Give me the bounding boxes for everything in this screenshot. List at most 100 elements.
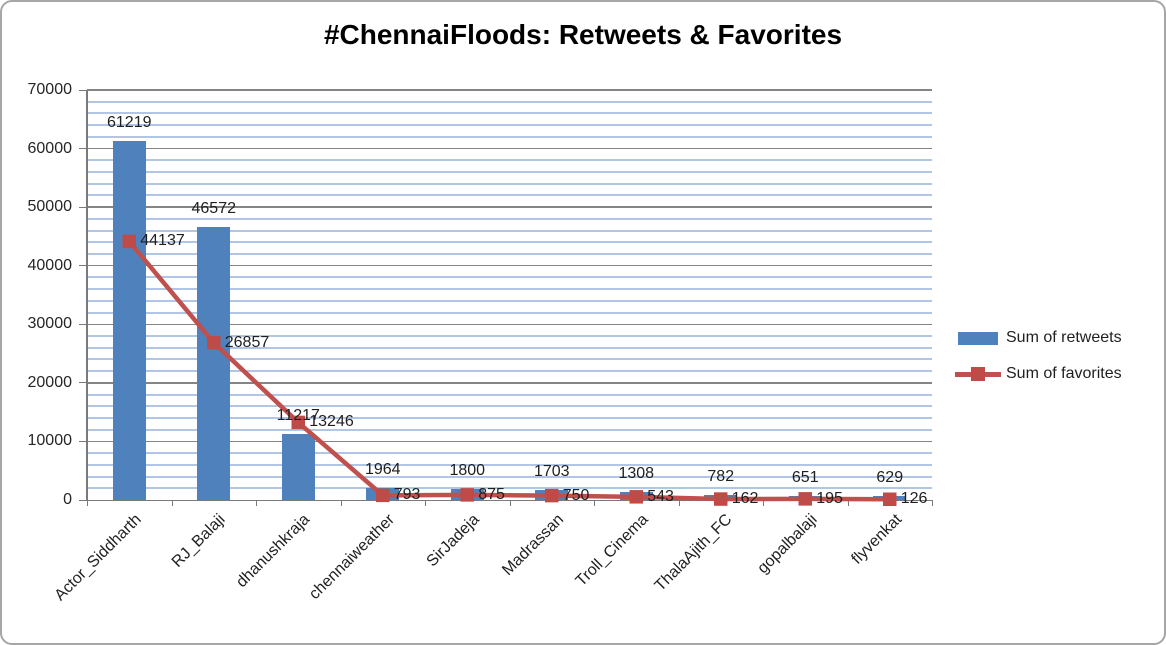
minor-gridline [87,463,932,466]
y-axis-tick [79,499,87,501]
line-marker [714,492,728,506]
line-value-label: 750 [562,486,590,504]
y-tick-label: 0 [63,491,72,508]
bar-value-label: 629 [876,469,904,487]
minor-gridline [87,311,932,314]
minor-gridline [87,405,932,408]
y-tick-label: 20000 [27,373,73,391]
major-gridline [87,147,932,150]
y-tick-label: 30000 [27,315,73,333]
minor-gridline [87,288,932,291]
x-axis-tick [87,500,88,506]
y-axis-tick [79,148,87,150]
line-value-label: 26857 [224,333,270,351]
line-marker [460,488,474,502]
y-axis-tick [79,382,87,384]
minor-gridline [87,276,932,279]
legend-line-marker-swatch [955,362,1001,386]
x-axis-tick [594,500,595,506]
legend-label: Sum of retweets [1006,329,1122,346]
bar-value-label: 782 [707,468,735,486]
y-axis-tick [79,89,87,91]
line-value-label: 162 [731,490,759,508]
minor-gridline [87,475,932,478]
minor-gridline [87,241,932,244]
minor-gridline [87,299,932,302]
minor-gridline [87,428,932,431]
bar [281,434,315,500]
minor-gridline [87,253,932,255]
minor-gridline [87,417,932,419]
series-line [127,240,890,502]
minor-gridline [87,370,932,373]
minor-gridline [87,182,932,185]
x-axis-tick [847,500,849,506]
minor-gridline [87,217,932,220]
bar [112,141,146,500]
y-tick-label: 10000 [27,432,73,450]
line-marker [629,490,643,504]
y-axis-tick [79,265,87,267]
legend-item: Sum of retweets [955,326,1122,350]
x-axis-tick [171,500,173,506]
bar-value-label: 1703 [533,463,570,481]
bar-value-label: 1964 [364,461,401,479]
legend: Sum of retweets Sum of favorites [955,326,1122,398]
line-value-label: 44137 [140,232,185,250]
bar-value-label: 61219 [107,114,152,132]
line-value-label: 793 [393,486,421,504]
minor-gridline [87,335,932,337]
minor-gridline [87,393,932,396]
y-axis-line [86,90,88,501]
x-axis-tick [678,500,680,506]
minor-gridline [87,229,932,232]
minor-gridline [87,487,932,490]
bar-value-label: 1308 [618,465,655,483]
favorites-marker-icon [971,367,985,381]
y-axis-tick [79,206,87,208]
minor-gridline [87,171,932,173]
line-marker [798,492,812,506]
minor-gridline [87,346,932,349]
major-gridline [87,206,932,208]
line-value-label: 195 [816,489,843,507]
chart-title: #ChennaiFloods: Retweets & Favorites [323,19,843,50]
bar-value-label: 651 [791,469,819,487]
bar-value-label: 1800 [449,462,486,480]
minor-gridline [87,112,932,115]
x-axis-tick [932,500,933,506]
major-gridline [87,89,932,91]
line-value-label: 875 [478,485,505,503]
minor-gridline [87,159,932,162]
major-gridline [87,382,932,384]
line-marker [291,415,305,430]
major-gridline [87,323,932,326]
x-axis-tick [256,500,257,506]
bar [197,227,231,500]
minor-gridline [87,124,932,127]
x-axis-line [86,499,932,501]
y-tick-label: 40000 [27,256,73,274]
line-marker [545,488,559,503]
y-tick-label: 60000 [27,139,73,157]
legend-bar-swatch [955,326,1001,350]
line-marker [883,492,897,507]
y-axis-tick [79,323,87,325]
x-axis-tick [763,500,764,506]
y-tick-label: 50000 [27,198,73,216]
x-axis-tick [340,500,342,506]
bar-value-label: 11217 [276,407,320,425]
line-marker [122,234,136,249]
line-marker [376,488,390,503]
line-value-label: 126 [900,490,928,508]
line-value-label: 13246 [309,413,354,431]
line-marker [207,335,221,350]
retweets-swatch-icon [958,332,998,345]
major-gridline [87,440,932,443]
x-axis-tick [509,500,511,506]
legend-label: Sum of favorites [1006,365,1122,382]
x-axis-tick [425,500,426,506]
minor-gridline [87,100,932,103]
